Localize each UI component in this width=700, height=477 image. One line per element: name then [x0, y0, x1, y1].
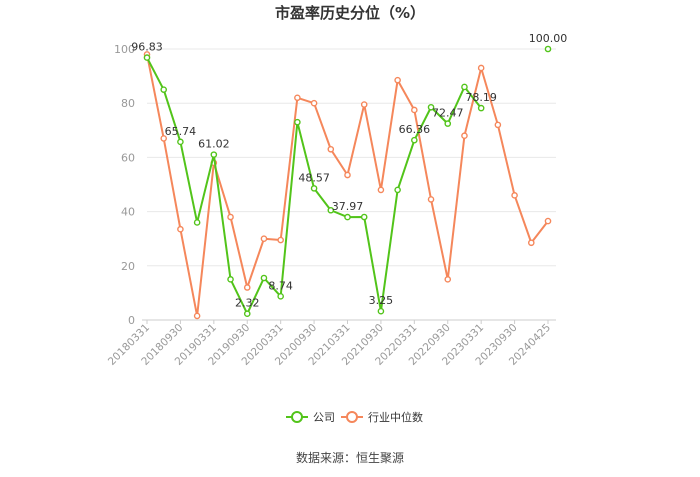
y-tick-label: 40 [121, 206, 135, 219]
data-label: 78.19 [465, 91, 497, 104]
series-industry-median-point [260, 235, 268, 242]
data-label: 66.36 [399, 123, 431, 136]
chart-title: 市盈率历史分位（%） [275, 4, 425, 22]
data-label: 48.57 [298, 171, 330, 184]
legend-item-industry-median[interactable]: 行业中位数 [341, 410, 423, 424]
series-industry-median-point [511, 192, 518, 199]
series-industry-median-point [461, 132, 468, 140]
series-industry-median-point [477, 64, 485, 72]
data-label: 100.00 [529, 32, 568, 45]
series-company-point [411, 136, 418, 144]
legend-item-company[interactable]: 公司 [286, 411, 335, 424]
series-company-point [193, 219, 201, 226]
series-industry-median-point [544, 217, 552, 225]
series-industry-median-point [527, 239, 535, 247]
data-label: 96.83 [131, 41, 163, 54]
series-industry-median-point [277, 236, 284, 244]
series-industry-median-point [394, 76, 401, 84]
legend-label-industry-median: 行业中位数 [368, 410, 423, 424]
series-company-point [444, 120, 452, 127]
data-label: 2.32 [235, 297, 260, 310]
series-industry-median-point [243, 284, 251, 291]
data-label: 65.74 [165, 125, 197, 138]
series-industry-median-point [411, 106, 418, 114]
series-company-point [160, 86, 168, 93]
series-company-point [210, 151, 218, 158]
series-industry-median-point [227, 213, 234, 221]
legend-label-company: 公司 [313, 411, 335, 424]
series-company-point [310, 185, 318, 192]
series-industry-median-point [327, 145, 335, 153]
series-company-point [277, 293, 284, 300]
y-tick-label: 20 [121, 260, 135, 273]
series-company-point [143, 54, 151, 61]
data-label: 8.74 [268, 279, 293, 292]
y-tick-label: 60 [121, 151, 135, 164]
series-company [143, 45, 552, 318]
series-industry-median-point [360, 101, 368, 108]
series-industry-median-point [294, 94, 301, 102]
series-industry-median-point [310, 99, 318, 107]
series-company-point [260, 274, 268, 282]
series-company-point [227, 276, 234, 283]
series-company-point [461, 83, 468, 91]
series-company-point [360, 213, 368, 221]
series-company-point [344, 213, 351, 221]
series-industry-median-point [377, 186, 385, 194]
series-layer [143, 45, 552, 320]
series-company-point [394, 186, 401, 194]
data-label: 72.47 [432, 107, 464, 120]
series-company-point [377, 307, 385, 315]
series-company-point [243, 310, 251, 318]
series-industry-median-point [494, 121, 502, 129]
series-industry-median-point [160, 135, 168, 142]
data-label: 3.25 [369, 294, 394, 307]
series-industry-median [143, 51, 552, 320]
legend-marker-industry-median [346, 411, 358, 423]
series-industry-median-point [427, 196, 435, 203]
series-industry-median-point [444, 276, 452, 283]
series-company-point [427, 103, 435, 111]
y-tick-label: 100 [114, 43, 135, 56]
series-company-point [544, 45, 552, 53]
series-company-point [294, 118, 301, 126]
legend: 公司 行业中位数 [286, 410, 423, 424]
y-tick-label: 80 [121, 97, 135, 110]
data-label: 37.97 [332, 200, 364, 213]
series-company-point [177, 138, 184, 146]
series-industry-median-point [344, 171, 351, 179]
series-company-point [327, 206, 335, 214]
data-label: 61.02 [198, 138, 230, 151]
series-company-point [477, 104, 485, 112]
series-industry-median-point [177, 225, 184, 233]
data-source-note: 数据来源：恒生聚源 [296, 450, 404, 465]
y-tick-label: 0 [128, 314, 135, 327]
legend-marker-company [291, 411, 303, 423]
series-industry-median-point [193, 312, 201, 320]
